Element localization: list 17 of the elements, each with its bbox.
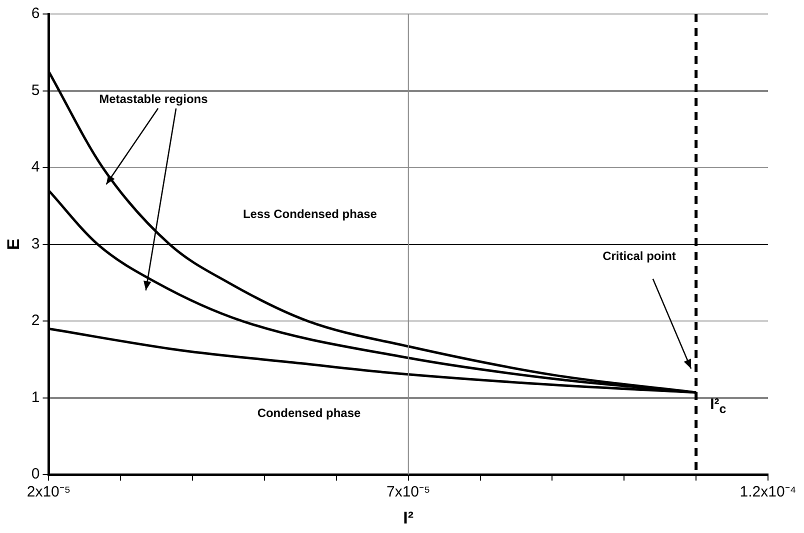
y-tick-label: 6: [31, 5, 40, 22]
y-tick-label: 1: [31, 388, 40, 406]
x-tick-label: 1.2x10⁻⁴: [740, 484, 796, 501]
y-tick-label: 3: [31, 235, 40, 252]
y-tick-label: 4: [31, 158, 40, 176]
y-tick-label: 2: [31, 312, 40, 330]
ref-line-label: I²$_{c}$: [710, 396, 726, 416]
x-tick-label: 7x10⁻⁵: [386, 484, 430, 501]
annotation: Critical point: [602, 248, 676, 263]
x-tick-label: 2x10⁻⁵: [26, 484, 71, 501]
annotation: Condensed phase: [257, 406, 361, 420]
annotation: Less Condensed phase: [242, 207, 377, 222]
y-tick-label: 5: [31, 82, 40, 99]
y-tick-label: 0: [31, 466, 40, 483]
annotation: Metastable regions: [99, 92, 208, 106]
y-axis-title: E: [4, 238, 23, 250]
x-axis-title: I²: [403, 508, 414, 528]
